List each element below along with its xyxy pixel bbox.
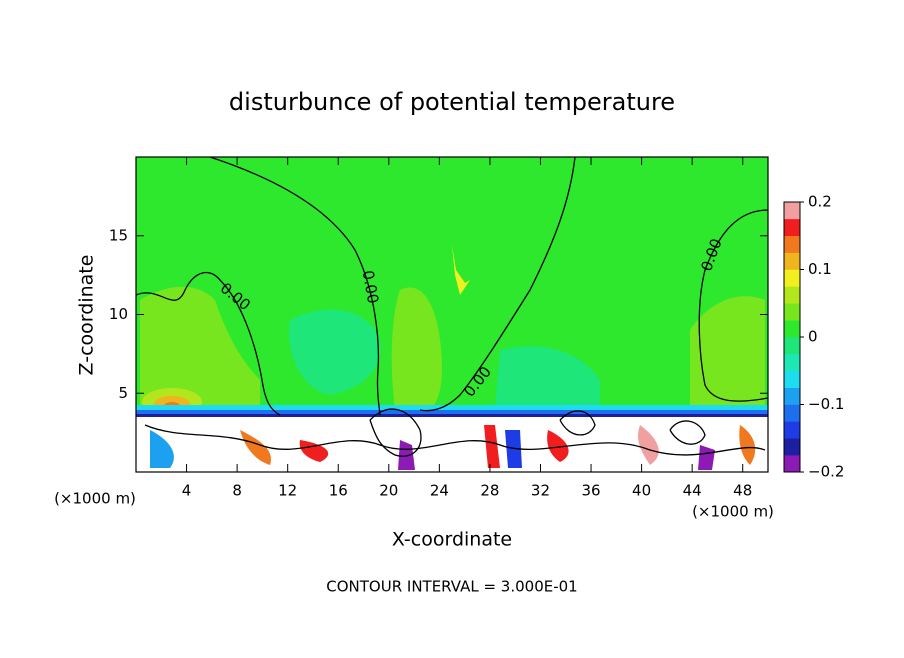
x-unit: (×1000 m) xyxy=(54,490,136,508)
colorbar-swatch xyxy=(784,202,800,220)
contour-line xyxy=(135,271,281,416)
field-region xyxy=(484,425,500,468)
field-region xyxy=(495,346,600,408)
colorbar-swatch xyxy=(784,269,800,287)
colorbar-swatch xyxy=(784,370,800,388)
colorbar-swatch xyxy=(784,438,800,456)
chart-title: disturbunce of potential temperature xyxy=(229,88,675,116)
field-region xyxy=(140,286,260,408)
colorbar-swatch xyxy=(784,455,800,473)
y-tick-label: 10 xyxy=(109,305,128,323)
colorbar-swatch xyxy=(784,252,800,270)
colorbar-swatch xyxy=(784,404,800,422)
colorbar-tick-label: −0.1 xyxy=(808,395,844,413)
contour-line xyxy=(698,209,769,402)
field-band xyxy=(136,417,768,472)
y-tick-label: 15 xyxy=(109,226,128,244)
contour-line xyxy=(369,408,422,457)
colorbar-swatch xyxy=(784,218,800,237)
field-region xyxy=(391,287,442,410)
x-tick-label: 8 xyxy=(232,482,242,500)
field-region xyxy=(547,430,569,462)
field-region xyxy=(240,430,271,465)
x-tick-label: 48 xyxy=(733,482,752,500)
contour-line xyxy=(419,156,576,412)
x-tick-label: 16 xyxy=(329,482,348,500)
y-tick-label: 5 xyxy=(118,384,128,402)
contour-label: 0.00 xyxy=(359,269,383,305)
x-tick-label: 24 xyxy=(430,482,449,500)
colorbar-tick-label: −0.2 xyxy=(808,463,844,481)
contour-line xyxy=(559,410,596,436)
contour-line xyxy=(209,156,381,416)
field-region xyxy=(698,445,715,470)
field-band xyxy=(136,410,768,415)
colorbar-swatch xyxy=(784,303,800,321)
y-axis-label: Z-coordinate xyxy=(76,255,98,376)
field-region xyxy=(690,296,765,408)
field-region xyxy=(638,425,659,465)
colorbar-swatch xyxy=(784,235,800,253)
x-tick-label: 4 xyxy=(182,482,192,500)
field xyxy=(136,157,768,472)
colorbar-tick-label: 0.2 xyxy=(808,193,832,211)
x-tick-label: 40 xyxy=(632,482,651,500)
colorbar-tick-label: 0.1 xyxy=(808,260,832,278)
colorbar-tick-label: 0 xyxy=(808,328,818,346)
field-region xyxy=(452,245,470,295)
contours xyxy=(135,156,769,457)
field-band xyxy=(136,405,768,411)
x-axis-label: X-coordinate xyxy=(392,529,512,551)
field-band xyxy=(136,414,768,417)
y-unit: (×1000 m) xyxy=(692,503,774,521)
colorbar-swatch xyxy=(784,353,800,372)
colorbar-swatch xyxy=(784,337,800,355)
field-region xyxy=(289,309,381,395)
x-tick-label: 44 xyxy=(683,482,702,500)
field-region xyxy=(150,430,174,468)
field-region xyxy=(299,440,329,462)
colorbar-swatch xyxy=(784,320,800,338)
contour-line xyxy=(669,420,706,445)
footer: CONTOUR INTERVAL = 3.000E-01 xyxy=(326,578,577,596)
colorbar-swatch xyxy=(784,286,800,304)
x-tick-label: 28 xyxy=(480,482,499,500)
contour-line xyxy=(144,424,766,456)
field-region xyxy=(739,425,756,465)
field-region xyxy=(398,440,415,470)
x-tick-label: 32 xyxy=(531,482,550,500)
x-tick-label: 12 xyxy=(278,482,297,500)
colorbar-swatch xyxy=(784,387,800,405)
x-tick-label: 20 xyxy=(379,482,398,500)
colorbar-swatch xyxy=(784,421,800,439)
x-tick-label: 36 xyxy=(581,482,600,500)
